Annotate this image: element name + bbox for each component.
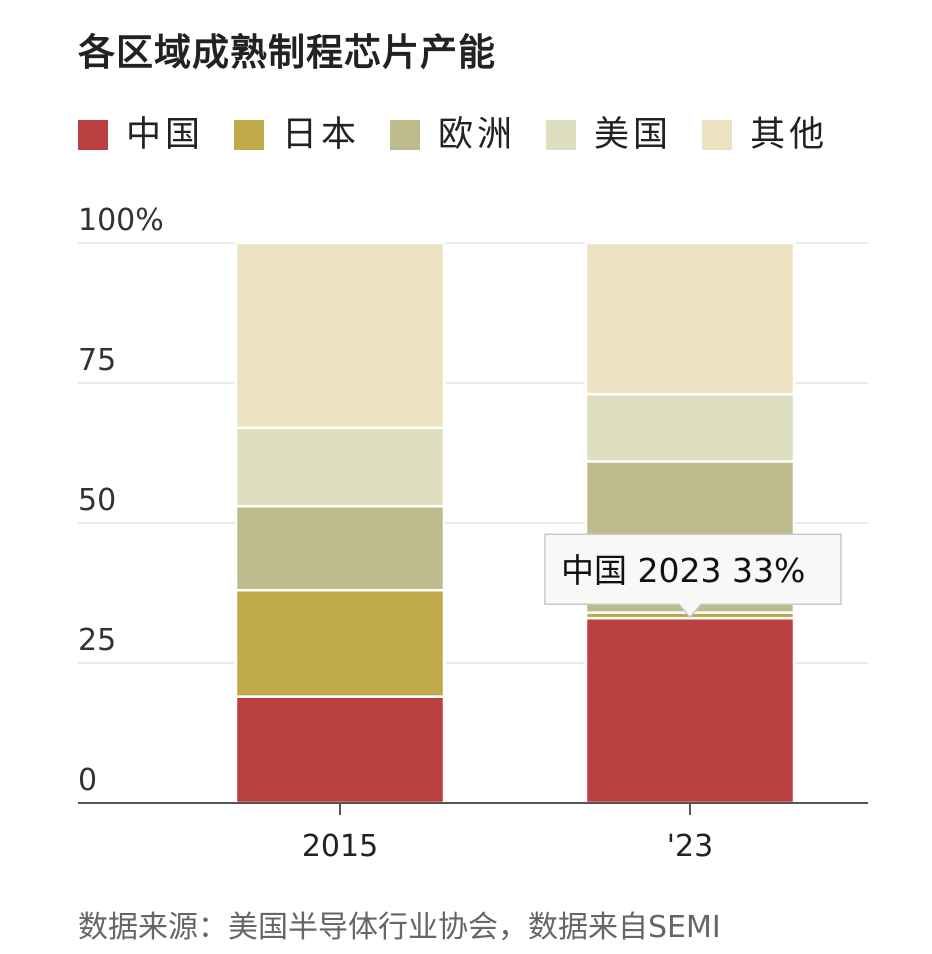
chart-title: 各区域成熟制程芯片产能 bbox=[78, 31, 496, 74]
y-tick-label-100: 100% bbox=[78, 203, 164, 238]
bar-1-0 bbox=[584, 616, 796, 805]
y-tick-label-0: 0 bbox=[78, 763, 97, 798]
legend-swatch-japan bbox=[234, 120, 265, 150]
legend-swatch-usa bbox=[546, 120, 577, 150]
y-tick-label-75: 75 bbox=[78, 343, 116, 378]
legend: 中国 日本 欧洲 美国 其他 bbox=[78, 112, 858, 158]
legend-swatch-china bbox=[78, 120, 108, 150]
tooltip-text: 中国 2023 33% bbox=[561, 551, 805, 590]
bar-0-3 bbox=[234, 426, 446, 508]
legend-label-china: 中国 bbox=[126, 115, 205, 155]
tooltip-box bbox=[544, 533, 842, 619]
legend-item-usa: 美国 bbox=[546, 115, 672, 155]
source-note: 数据来源：美国半导体行业协会，数据来自SEMI bbox=[78, 910, 721, 945]
legend-item-china: 中国 bbox=[78, 115, 204, 155]
bar-1-3 bbox=[584, 392, 796, 463]
bar-0-1 bbox=[234, 588, 446, 698]
y-tick-label-25: 25 bbox=[78, 623, 116, 658]
legend-swatch-other bbox=[702, 120, 733, 150]
legend-item-other: 其他 bbox=[702, 115, 828, 155]
legend-swatch-europe bbox=[390, 120, 421, 150]
bar-1-4 bbox=[584, 241, 796, 396]
legend-item-japan: 日本 bbox=[234, 115, 360, 155]
y-tick-label-50: 50 bbox=[78, 483, 116, 518]
legend-label-europe: 欧洲 bbox=[438, 115, 517, 155]
stacked-bar-chart: 0 25 50 75 100% 2015 '23 中国 2023 33% bbox=[78, 203, 868, 864]
legend-label-usa: 美国 bbox=[594, 115, 673, 155]
bar-0-4 bbox=[234, 241, 446, 430]
legend-label-japan: 日本 bbox=[282, 115, 361, 155]
bar-0-2 bbox=[234, 504, 446, 592]
x-tick-label-0: 2015 bbox=[302, 829, 378, 864]
legend-label-other: 其他 bbox=[750, 115, 829, 155]
x-tick-label-1: '23 bbox=[667, 829, 713, 864]
bar-0-0 bbox=[234, 695, 446, 805]
legend-item-europe: 欧洲 bbox=[390, 115, 516, 155]
